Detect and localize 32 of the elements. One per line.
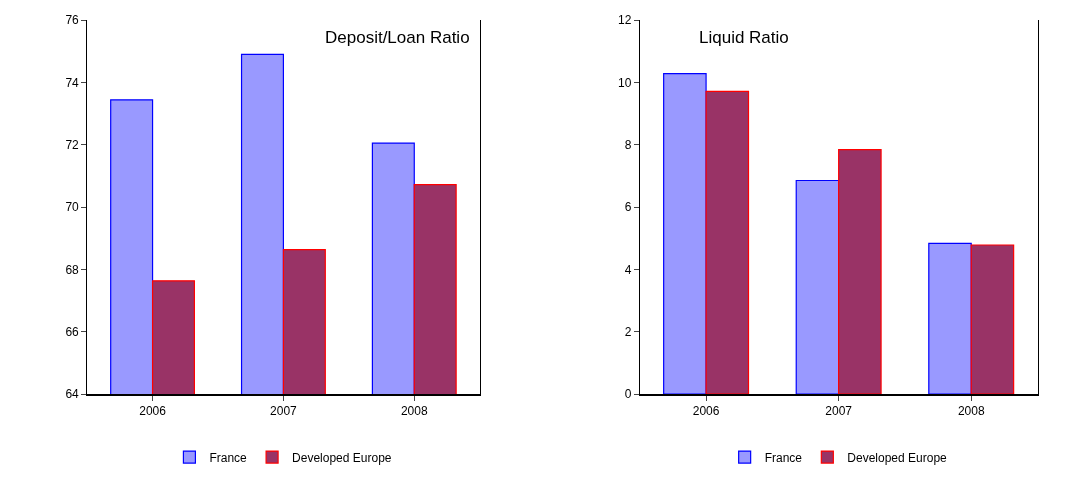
bar (663, 73, 707, 394)
y-tick-label: 64 (65, 387, 80, 402)
legend-label: France (209, 450, 248, 465)
y-tick-label: 66 (65, 324, 80, 339)
y-tick-label: 72 (65, 137, 80, 152)
legend-label: Developed Europe (847, 450, 948, 465)
y-tick-label: 2 (624, 324, 632, 339)
y-tick-label: 70 (65, 200, 80, 215)
y-tick-label: 68 (65, 262, 80, 277)
text: Liquid Ratio (699, 28, 789, 47)
text: Deposit/Loan Ratio (325, 28, 470, 47)
y-tick-label: 0 (624, 387, 632, 402)
legend-label: Developed Europe (292, 450, 392, 465)
y-tick-label: 76 (65, 13, 80, 28)
y-tick-label: 74 (65, 75, 80, 90)
bar (705, 90, 750, 394)
x-tick-label: 2006 (139, 404, 167, 419)
y-tick-label: 12 (618, 13, 632, 28)
x-tick-label: 2006 (692, 404, 720, 419)
bar (928, 242, 972, 394)
x-tick-label: 2008 (957, 404, 985, 419)
x-tick-label: 2007 (270, 404, 298, 419)
x-tick-label: 2008 (400, 404, 428, 419)
legend-label: France (764, 450, 803, 465)
bar (970, 244, 1015, 394)
y-tick-label: 4 (624, 262, 632, 277)
y-tick-label: 10 (618, 75, 632, 90)
y-tick-label: 8 (624, 137, 632, 152)
bar (795, 179, 840, 394)
x-tick-label: 2007 (825, 404, 853, 419)
bar (838, 149, 882, 394)
y-tick-label: 6 (624, 200, 632, 215)
